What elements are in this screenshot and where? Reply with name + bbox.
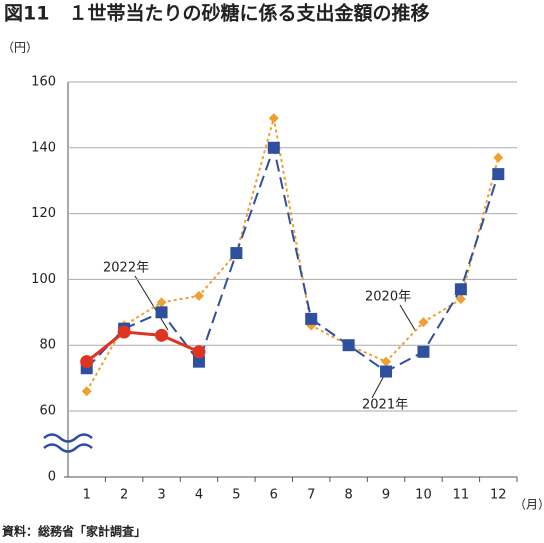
point	[192, 355, 205, 368]
y-tick-label: 60	[39, 404, 56, 419]
x-tick-label: 8	[344, 488, 352, 503]
axis-break	[43, 433, 93, 453]
point	[192, 345, 206, 359]
x-tick-label: 5	[232, 488, 240, 503]
series-annotation: 2022年	[103, 261, 149, 276]
x-tick-label: 2	[120, 488, 128, 503]
point	[342, 339, 355, 352]
x-tick-label: 1	[83, 488, 91, 503]
y-tick-label: 100	[31, 272, 56, 287]
point	[305, 312, 318, 325]
y-tick-label: 120	[31, 206, 56, 221]
x-tick-label: 6	[270, 488, 278, 503]
point	[268, 113, 279, 124]
point	[455, 294, 466, 305]
point	[417, 345, 430, 358]
point	[493, 152, 504, 163]
series-annotation: 2021年	[362, 398, 408, 413]
y-axis-label: （円）	[2, 41, 38, 55]
source: 資料：総務省「家計調査」	[2, 524, 146, 539]
point	[267, 141, 280, 154]
x-tick-label: 12	[490, 488, 507, 503]
point	[156, 297, 167, 308]
series-annotation: 2020年	[365, 290, 411, 305]
point	[418, 317, 429, 328]
series-line	[85, 330, 200, 363]
point	[380, 365, 393, 378]
point	[155, 306, 168, 319]
point	[81, 386, 92, 397]
x-axis-label: （月）	[514, 498, 544, 512]
point	[492, 168, 505, 181]
point	[117, 325, 131, 339]
y-tick-label: 80	[39, 338, 56, 353]
x-tick-label: 10	[415, 488, 432, 503]
y-tick-label: 140	[31, 140, 56, 155]
point	[381, 356, 392, 367]
series-line	[85, 117, 500, 392]
point	[193, 290, 204, 301]
series-line	[85, 144, 500, 373]
chart-title: 図11 １世帯当たりの砂糖に係る支出金額の推移	[4, 2, 429, 25]
point	[155, 328, 169, 342]
x-tick-label: 4	[195, 488, 203, 503]
x-tick-label: 7	[307, 488, 315, 503]
point	[230, 247, 243, 260]
x-tick-label: 11	[453, 488, 470, 503]
point	[454, 283, 467, 296]
y-tick-label: 160	[31, 75, 56, 90]
x-tick-label: 3	[157, 488, 165, 503]
x-tick-label: 9	[382, 488, 390, 503]
y-tick-label: 0	[48, 470, 56, 485]
point	[80, 355, 94, 369]
